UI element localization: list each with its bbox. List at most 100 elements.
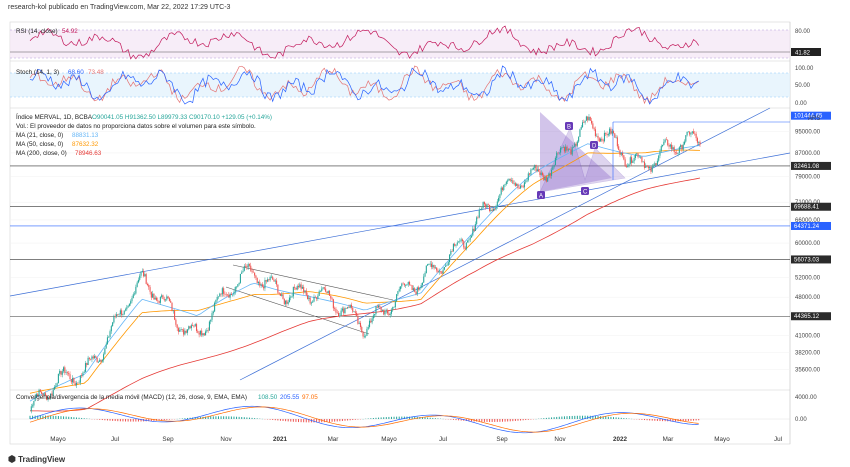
candle-body: [32, 405, 34, 407]
candle-body: [463, 241, 465, 248]
macd-bar: [331, 419, 333, 422]
candle-body: [620, 152, 622, 155]
time-axis-label: Mar: [663, 436, 674, 443]
candle-body: [83, 371, 85, 373]
candle-body: [288, 297, 291, 303]
rsi-line: [29, 25, 699, 60]
macd-bar: [357, 419, 359, 420]
macd-bar: [424, 417, 426, 419]
trendline-steep: [239, 107, 771, 381]
macd-bar: [326, 419, 328, 423]
macd-bar: [184, 418, 186, 419]
candle-body: [592, 123, 594, 129]
candle-body: [662, 144, 664, 147]
stoch-level-0: 0.00: [795, 101, 807, 107]
price-tick-label: 48000.00: [795, 295, 821, 301]
candle-body: [79, 375, 81, 383]
macd-bar: [298, 419, 300, 423]
time-axis-label: Mayo: [381, 436, 397, 443]
candle-body: [47, 396, 49, 400]
macd-bar: [571, 415, 573, 419]
candle-body: [529, 173, 531, 175]
candle-body: [411, 285, 413, 291]
candle-body: [624, 159, 626, 167]
macd-bar: [256, 418, 258, 419]
macd-bar: [370, 418, 372, 419]
candle-body: [180, 329, 182, 330]
candle-body: [52, 389, 54, 396]
candle-body: [144, 274, 146, 277]
candle-body: [323, 287, 325, 289]
macd-bar: [328, 419, 330, 422]
candle-body: [372, 315, 374, 319]
candle-body: [691, 131, 693, 134]
candle-body: [93, 356, 96, 359]
candle-body: [398, 289, 400, 292]
candle-body: [520, 185, 522, 189]
macd-bar: [32, 415, 34, 419]
macd-bar: [388, 416, 390, 419]
macd-bar: [197, 417, 199, 419]
candle-body: [273, 279, 275, 282]
candle-body: [379, 306, 381, 307]
macd-tick-zero: 0.00: [795, 417, 807, 423]
macd-signal-line: [29, 406, 699, 433]
macd-bar: [501, 419, 503, 422]
candle-body: [297, 286, 300, 288]
macd-bar: [300, 419, 302, 423]
macd-bar: [207, 416, 209, 419]
macd-bar: [561, 416, 563, 419]
time-axis: Mayo Jul Sep Nov 2021 Mar Mayo Jul Sep Nov 2022 Mar…: [50, 436, 782, 443]
candle-body: [378, 306, 380, 308]
candle-body: [633, 157, 635, 162]
candle-body: [291, 296, 293, 297]
macd-bar: [282, 419, 284, 421]
stoch-label: Stoch (14, 1, 3): [16, 69, 59, 76]
candle-body: [588, 116, 590, 121]
candle-body: [374, 314, 376, 316]
candle-body: [649, 166, 651, 169]
candle-body: [636, 153, 638, 155]
candle-body: [421, 282, 423, 286]
candle-body: [583, 122, 585, 123]
candle-body: [389, 313, 391, 316]
macd-bar: [168, 419, 170, 420]
macd-bar: [674, 419, 676, 422]
candle-body: [123, 310, 125, 315]
macd-bar: [220, 416, 222, 419]
macd-bar: [385, 417, 387, 419]
macd-bar: [380, 417, 382, 419]
candle-body: [656, 160, 658, 166]
candle-body: [572, 146, 575, 148]
macd-bar: [212, 416, 214, 419]
candle-body: [676, 152, 678, 154]
brand-logo: ⬢ TradingView: [8, 454, 65, 465]
candle-body: [545, 176, 547, 182]
candle-body: [611, 131, 613, 134]
macd-bar: [411, 416, 413, 419]
candle-body: [216, 296, 218, 301]
candle-body: [645, 165, 647, 168]
macd-bar: [318, 419, 320, 423]
macd-bar: [494, 419, 496, 422]
macd-bar: [620, 417, 622, 419]
macd-bar: [274, 419, 276, 421]
candle-body: [481, 207, 483, 210]
macd-bar: [607, 416, 609, 419]
candle-body: [141, 271, 143, 272]
level-badge-text: 69688.41: [794, 205, 820, 211]
candle-body: [219, 293, 221, 297]
pattern-abcd: [539, 127, 626, 193]
candle-body: [627, 165, 629, 167]
candle-body: [353, 311, 355, 313]
macd-bar: [643, 419, 645, 421]
candle-body: [210, 319, 212, 322]
channel-upper: [232, 264, 394, 301]
candle-body: [38, 389, 40, 396]
candle-body: [410, 284, 412, 286]
candle-body: [287, 302, 289, 304]
candle-body: [468, 239, 470, 241]
candle-body: [646, 165, 648, 167]
candle-body: [136, 282, 138, 287]
